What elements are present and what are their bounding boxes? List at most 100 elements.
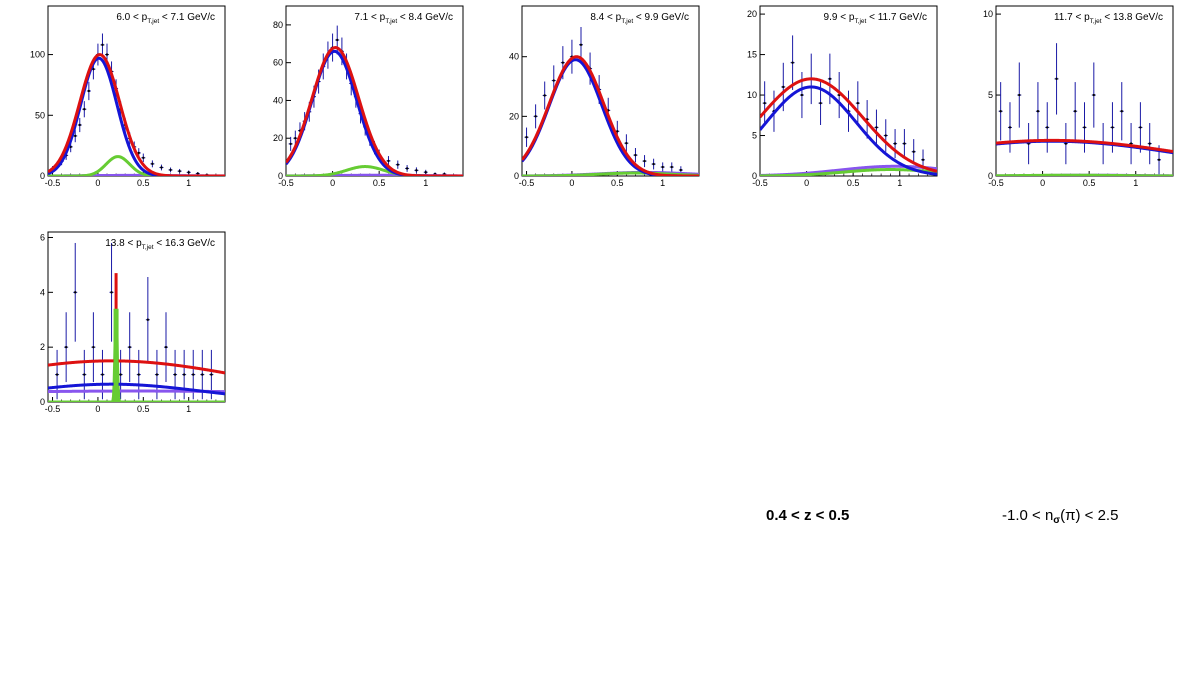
- data-point: [651, 158, 656, 170]
- data-point: [1054, 43, 1059, 115]
- data-point: [168, 167, 173, 173]
- y-tick-label: 50: [35, 110, 45, 120]
- data-point: [911, 139, 916, 165]
- y-tick-label: 10: [983, 9, 993, 19]
- blue-fit-curve: [48, 382, 225, 396]
- plot-frame: [759, 5, 938, 177]
- data-point: [1026, 123, 1031, 165]
- y-tick-label: 20: [273, 133, 283, 143]
- green-fit-curve: [996, 173, 1173, 176]
- data-point: [1119, 82, 1124, 141]
- data-point: [100, 33, 105, 57]
- data-point: [1073, 82, 1078, 141]
- y-tick-label: 20: [747, 9, 757, 19]
- data-point: [1045, 102, 1050, 153]
- data-point: [288, 136, 293, 151]
- nsigma-range-note: -1.0 < nσ(π) < 2.5: [1002, 507, 1119, 526]
- blue-fit-curve: [760, 85, 937, 176]
- x-tick-label: -0.5: [45, 404, 61, 414]
- data-point: [150, 160, 155, 168]
- x-tick-label: 0.5: [611, 178, 624, 188]
- data-point: [164, 312, 168, 383]
- data-point: [91, 312, 96, 383]
- data-point: [423, 169, 428, 175]
- y-tick-label: 15: [747, 50, 757, 60]
- data-point: [642, 155, 647, 168]
- data-point: [524, 127, 529, 147]
- plot-frame: [47, 231, 226, 403]
- y-tick-label: 0: [278, 171, 283, 181]
- data-point: [1007, 102, 1012, 153]
- data-point: [1091, 62, 1096, 128]
- x-tick-label: 0: [95, 404, 100, 414]
- x-tick-label: -0.5: [988, 178, 1004, 188]
- x-tick-label: -0.5: [278, 178, 294, 188]
- data-point: [159, 164, 164, 171]
- data-point: [177, 168, 182, 174]
- green-fit-curve: [522, 171, 699, 176]
- y-tick-label: 5: [752, 131, 757, 141]
- data-point: [141, 153, 146, 163]
- y-tick-label: 80: [273, 20, 283, 30]
- x-tick-label: 0.5: [1083, 178, 1096, 188]
- x-tick-label: 1: [897, 178, 902, 188]
- data-point: [1035, 82, 1040, 141]
- chart-panel-3: -0.5 0 0.5 1 0 20 40 8.4 < pT,jet < 9.9 GeV/c: [492, 5, 700, 191]
- data-point: [1138, 102, 1143, 153]
- data-point: [414, 167, 419, 174]
- panel-title: 7.1 < pT,jet < 8.4 GeV/c: [354, 12, 453, 25]
- data-point: [633, 148, 638, 163]
- y-tick-label: 6: [40, 232, 45, 242]
- x-tick-label: -0.5: [519, 178, 535, 188]
- data-point: [145, 276, 150, 363]
- y-tick-label: 60: [273, 58, 283, 68]
- data-point: [109, 242, 114, 342]
- chart-panel-5: -0.5 0 0.5 1 0 5 10 11.7 < pT,jet < 13.8 GeV/c: [966, 5, 1174, 191]
- x-tick-label: 0.5: [847, 178, 860, 188]
- green-fit-curve: [760, 168, 937, 176]
- data-point: [73, 129, 78, 143]
- y-tick-label: 10: [747, 90, 757, 100]
- data-point: [762, 81, 767, 125]
- data-point: [1129, 123, 1134, 165]
- data-point: [660, 162, 665, 172]
- x-tick-label: 0: [330, 178, 335, 188]
- y-tick-label: 0: [40, 171, 45, 181]
- data-point: [893, 129, 898, 159]
- data-point: [1017, 62, 1022, 128]
- red-total-fit-curve: [760, 77, 937, 173]
- chart-panel-2: -0.5 0 0.5 1 0 20 40 60 80 7.1 < pT,jet < 8.4 GeV…: [256, 5, 464, 191]
- chart-panel-4: -0.5 0 0.5 1 0 5 10 15 20 9.9 < pT,jet < 11.7 GeV…: [730, 5, 938, 191]
- data-point: [902, 129, 907, 159]
- data-point: [73, 242, 78, 342]
- data-point: [186, 170, 191, 175]
- x-tick-label: 0.5: [373, 178, 386, 188]
- data-point: [624, 134, 629, 153]
- data-point: [77, 117, 82, 133]
- y-tick-label: 0: [40, 397, 45, 407]
- data-point: [64, 312, 69, 383]
- data-point: [82, 101, 87, 118]
- panel-title: 8.4 < pT,jet < 9.9 GeV/c: [590, 12, 689, 25]
- x-tick-label: -0.5: [752, 178, 768, 188]
- x-tick-label: 1: [660, 178, 665, 188]
- x-tick-label: 0.5: [137, 404, 150, 414]
- x-tick-label: 1: [1133, 178, 1138, 188]
- data-point: [1063, 123, 1068, 165]
- data-point: [883, 119, 888, 152]
- z-range-note: 0.4 < z < 0.5: [766, 507, 850, 524]
- chart-panel-6: -0.5 0 0.5 1 0 2 4 6 13.8 < pT,jet < 16.3 GeV/c: [18, 231, 226, 417]
- x-tick-label: 1: [186, 178, 191, 188]
- green-fit-curve: [48, 155, 225, 176]
- x-tick-label: 0: [1040, 178, 1045, 188]
- y-tick-label: 100: [30, 50, 45, 60]
- y-tick-label: 20: [509, 111, 519, 121]
- y-tick-label: 40: [509, 52, 519, 62]
- red-total-fit-curve: [48, 53, 225, 176]
- data-point: [395, 160, 400, 169]
